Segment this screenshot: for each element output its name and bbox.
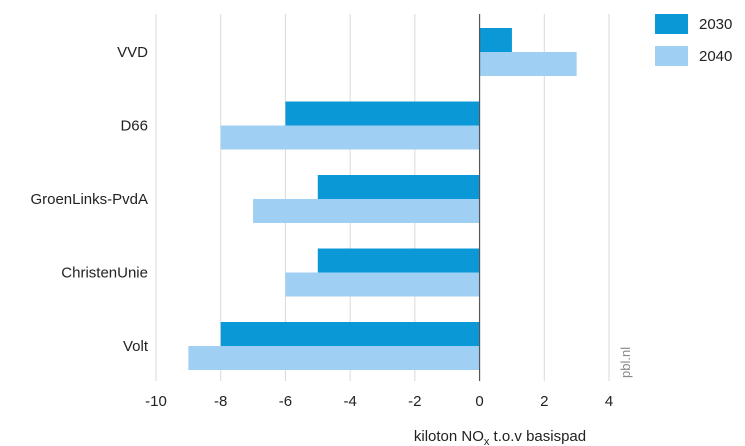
legend-swatch-2040 xyxy=(655,46,688,66)
category-label: ChristenUnie xyxy=(61,265,148,282)
x-tick-label: -10 xyxy=(145,393,167,410)
category-label: VVD xyxy=(117,44,148,61)
x-tick-label: -4 xyxy=(343,393,356,410)
category-label: D66 xyxy=(120,118,148,135)
legend-label-2030: 2030 xyxy=(699,16,732,33)
x-tick-label: -8 xyxy=(214,393,227,410)
legend-swatch-2030 xyxy=(655,14,688,34)
bars xyxy=(188,28,577,370)
x-axis-label-main: kiloton NO xyxy=(414,428,484,445)
bar-2040-christenunie xyxy=(285,272,480,297)
x-tick-label: -2 xyxy=(408,393,421,410)
legend-label-2040: 2040 xyxy=(699,48,732,65)
x-tick-label: 0 xyxy=(475,393,483,410)
bar-2030-d66 xyxy=(285,101,480,126)
category-label: Volt xyxy=(123,338,149,355)
x-tick-labels: -10 -8 -6 -4 -2 0 2 4 xyxy=(145,393,613,410)
bar-2040-volt xyxy=(188,346,480,370)
x-axis-label-sub: x xyxy=(484,436,490,446)
category-label: GroenLinks-PvdA xyxy=(30,191,148,208)
x-tick-label: -6 xyxy=(279,393,292,410)
bar-2030-groenlinks-pvda xyxy=(317,175,480,199)
bar-2040-groenlinks-pvda xyxy=(253,199,480,223)
x-tick-label: 4 xyxy=(605,393,613,410)
category-labels: VVD D66 GroenLinks-PvdA ChristenUnie Volt xyxy=(30,44,148,355)
bar-2030-vvd xyxy=(479,28,512,52)
source-label: pbl.nl xyxy=(618,347,633,378)
bar-2030-volt xyxy=(220,322,480,346)
bar-2030-christenunie xyxy=(317,248,480,273)
bar-2040-d66 xyxy=(220,125,480,150)
x-axis-label-rest: t.o.v basispad xyxy=(489,428,586,445)
legend: 2030 2040 xyxy=(655,14,732,66)
x-tick-label: 2 xyxy=(540,393,548,410)
bar-2040-vvd xyxy=(479,52,577,76)
x-axis-label: kiloton NOx t.o.v basispad xyxy=(414,428,586,446)
